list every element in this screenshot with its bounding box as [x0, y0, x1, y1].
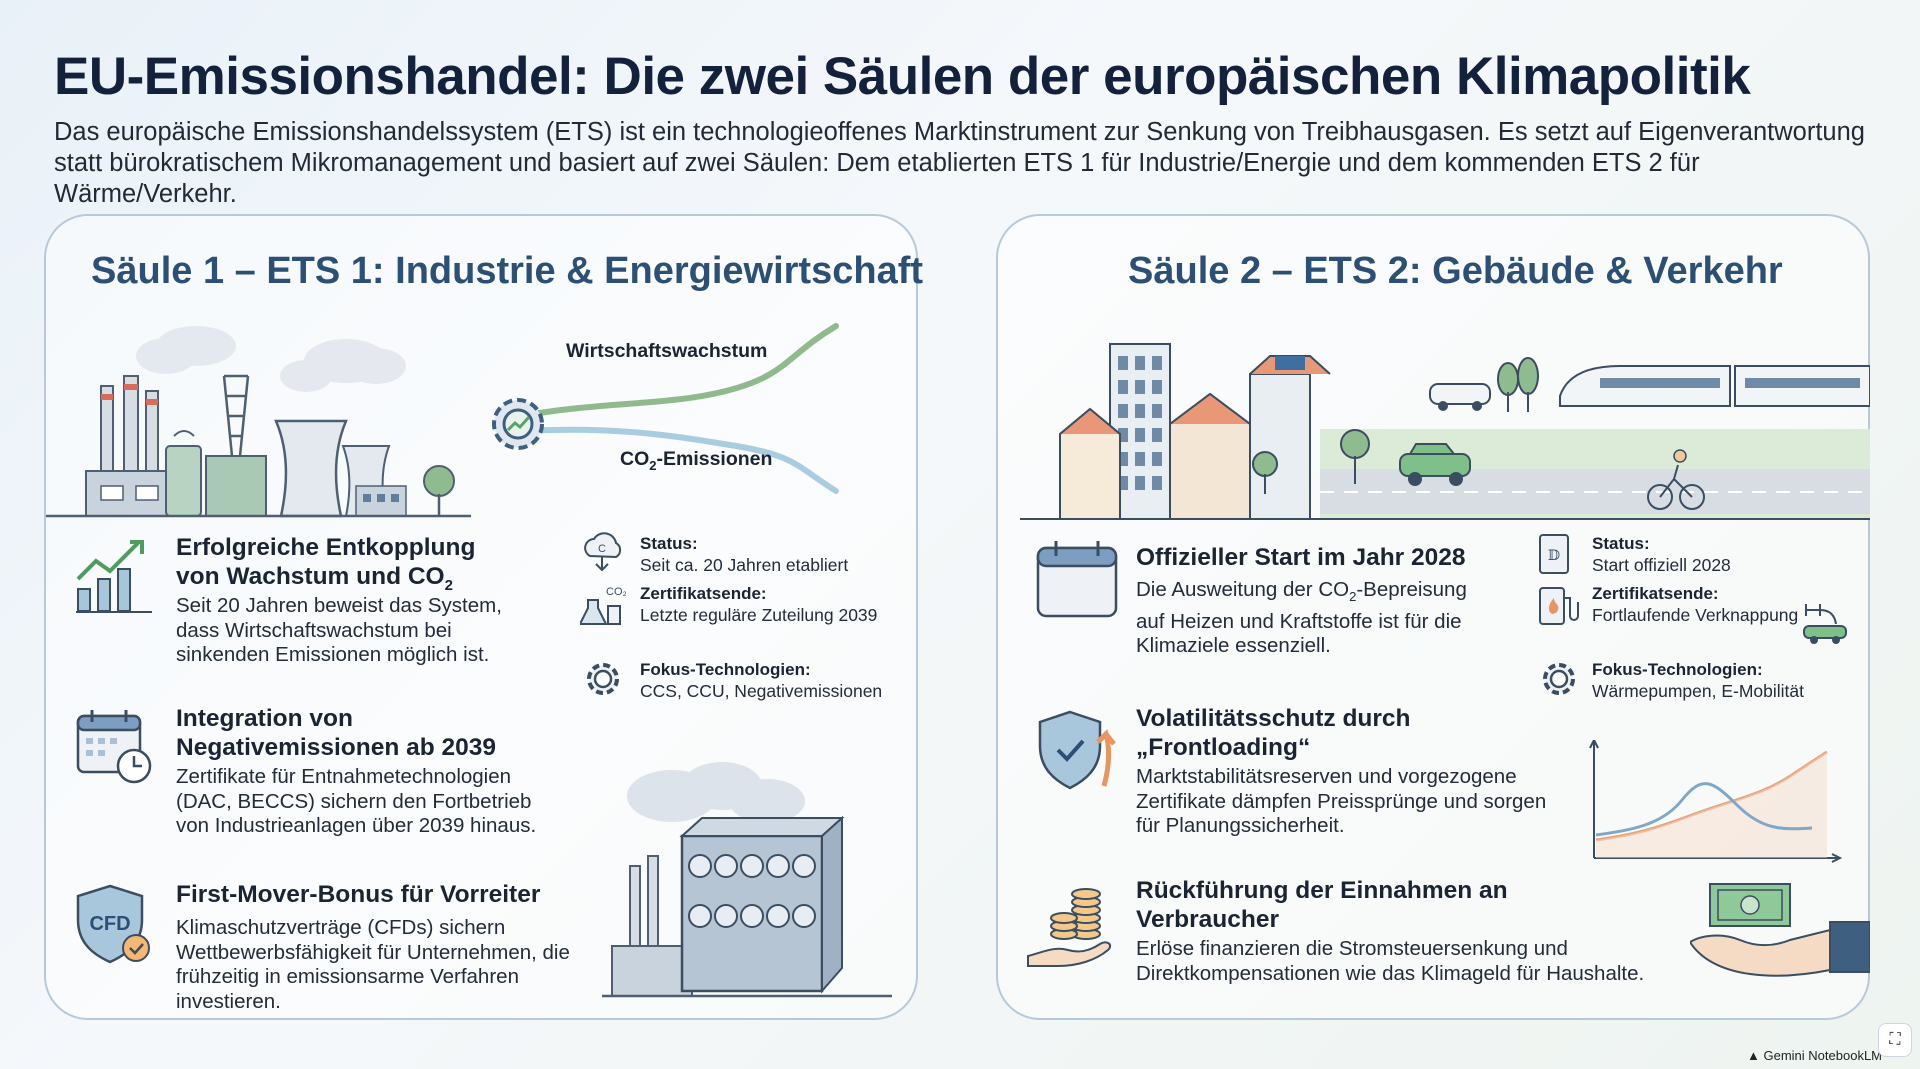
pillar-1-cert-end-label: Zertifikatsende: — [640, 584, 767, 603]
fan-icon — [740, 854, 764, 878]
pillar-1-focus-value: CCS, CCU, Negativemissionen — [640, 681, 883, 701]
industry-illustration — [46, 326, 471, 518]
window-icon — [1152, 356, 1162, 370]
shield-check-arrow-icon — [1038, 710, 1116, 790]
pillar-2-item-2-text: Marktstabilitätsreserven und vorgezogene… — [1136, 765, 1547, 837]
pillar-2-panel: Säule 2 – ETS 2: Gebäude & Verkehr — [996, 214, 1870, 1020]
footer-brand: ▲ Gemini NotebookLM — [1747, 1048, 1882, 1063]
notebook-logo-icon: ▲ — [1747, 1048, 1760, 1063]
window-icon — [1135, 356, 1145, 370]
co2-flask-icon: CO₂ — [580, 586, 626, 625]
pillar-2-cert-end-label: Zertifikatsende: — [1592, 584, 1719, 603]
fan-icon — [792, 904, 816, 928]
direct-air-capture-illustration — [602, 762, 892, 998]
fan-icon — [766, 854, 790, 878]
cloud-download-icon: C — [584, 532, 622, 572]
window-icon — [1135, 452, 1145, 466]
ev-charging-icon — [1803, 604, 1847, 644]
window-icon — [1152, 476, 1162, 490]
intro-text: Das europäische Emissionshandelssystem (… — [54, 118, 1865, 208]
pillar-1-item-3-title: First-Mover-Bonus für Vorreiter — [176, 881, 541, 908]
bar-chart-growth-icon — [76, 540, 152, 613]
pillar-1-item-3-text: Klimaschutzverträge (CFDs) sichern Wettb… — [176, 916, 570, 1013]
pillar-1-item-1-text: Seit 20 Jahren beweist das System, dass … — [176, 594, 502, 666]
pillar-2-focus-label: Fokus-Technologien: — [1592, 660, 1763, 679]
fan-icon — [766, 904, 790, 928]
buildings-traffic-illustration — [1020, 343, 1870, 520]
calendar-clock-icon — [76, 710, 152, 784]
svg-text:C: C — [598, 543, 606, 555]
window-icon — [1135, 476, 1145, 490]
fan-icon — [714, 854, 738, 878]
pillar-2-status-value: Start offiziell 2028 — [1592, 555, 1731, 575]
coins-hand-icon — [1027, 888, 1112, 967]
gear-icon — [587, 663, 619, 695]
fan-icon — [688, 904, 712, 928]
pillar-1-status-label: Status: — [640, 534, 698, 553]
page-title: EU-Emissionshandel: Die zwei Säulen der … — [54, 47, 1751, 106]
svg-text:CFD: CFD — [89, 913, 130, 935]
pillar-1-status-value: Seit ca. 20 Jahren etabliert — [640, 555, 849, 575]
window-icon — [1118, 404, 1128, 418]
window-icon — [1152, 452, 1162, 466]
emissions-label: CO2-Emissionen — [620, 448, 773, 473]
window-icon — [1135, 380, 1145, 394]
pillar-1-item-2-text: Zertifikate für Entnahmetechnologien (DA… — [176, 765, 537, 837]
decoupling-chart — [492, 323, 839, 494]
fan-icon — [740, 904, 764, 928]
window-icon — [1152, 380, 1162, 394]
fan-icon — [688, 854, 712, 878]
pillar-1-item-2-title: Integration von Negativemissionen ab 203… — [176, 705, 497, 761]
pillar-1-focus-label: Fokus-Technologien: — [640, 660, 811, 679]
window-icon — [1118, 428, 1128, 442]
pillar-1-panel: Säule 1 – ETS 1: Industrie & Energiewirt… — [44, 214, 923, 1020]
growth-label: Wirtschaftswachstum — [566, 340, 768, 362]
pillar-1-title: Säule 1 – ETS 1: Industrie & Energiewirt… — [91, 250, 924, 292]
fuel-pump-flame-icon — [1539, 587, 1579, 625]
money-hand-illustration — [1690, 883, 1870, 977]
window-icon — [1118, 380, 1128, 394]
pillar-1-cert-end-value: Letzte reguläre Zuteilung 2039 — [640, 605, 878, 625]
window-icon — [1152, 428, 1162, 442]
gear-icon — [1543, 663, 1575, 695]
volatility-chart — [1589, 740, 1842, 863]
calendar-icon — [1036, 541, 1118, 618]
pillar-2-item-1-title: Offizieller Start im Jahr 2028 — [1136, 544, 1466, 571]
fan-icon — [792, 854, 816, 878]
svg-text:𝔻: 𝔻 — [1548, 548, 1560, 564]
expand-icon[interactable]: ⛶ — [1878, 1023, 1912, 1057]
window-icon — [1152, 404, 1162, 418]
document-icon: 𝔻 — [1539, 534, 1569, 574]
pillar-2-focus-value: Wärmepumpen, E-Mobilität — [1592, 681, 1805, 701]
window-icon — [1118, 356, 1128, 370]
fan-icon — [714, 904, 738, 928]
svg-text:CO₂: CO₂ — [606, 586, 626, 598]
pillar-2-cert-end-value: Fortlaufende Verknappung — [1592, 605, 1799, 625]
pillar-2-item-2-title: Volatilitätsschutz durch „Frontloading“ — [1136, 705, 1411, 761]
pillar-2-status-label: Status: — [1592, 534, 1650, 553]
window-icon — [1118, 476, 1128, 490]
window-icon — [1135, 428, 1145, 442]
pillar-2-item-1-text: Die Ausweitung der CO2-Bepreisung auf He… — [1136, 578, 1467, 658]
window-icon — [1118, 452, 1128, 466]
pillar-1-item-1-title: Erfolgreiche Entkopplung von Wachstum un… — [176, 534, 476, 594]
pillar-2-item-3-text: Erlöse finanzieren die Stromsteuersenkun… — [1136, 937, 1645, 985]
cfd-shield-icon: CFD — [76, 884, 150, 964]
window-icon — [1135, 404, 1145, 418]
pillar-2-item-3-title: Rückführung der Einnahmen an Verbraucher — [1136, 877, 1508, 933]
pillar-2-title: Säule 2 – ETS 2: Gebäude & Verkehr — [1128, 250, 1783, 292]
